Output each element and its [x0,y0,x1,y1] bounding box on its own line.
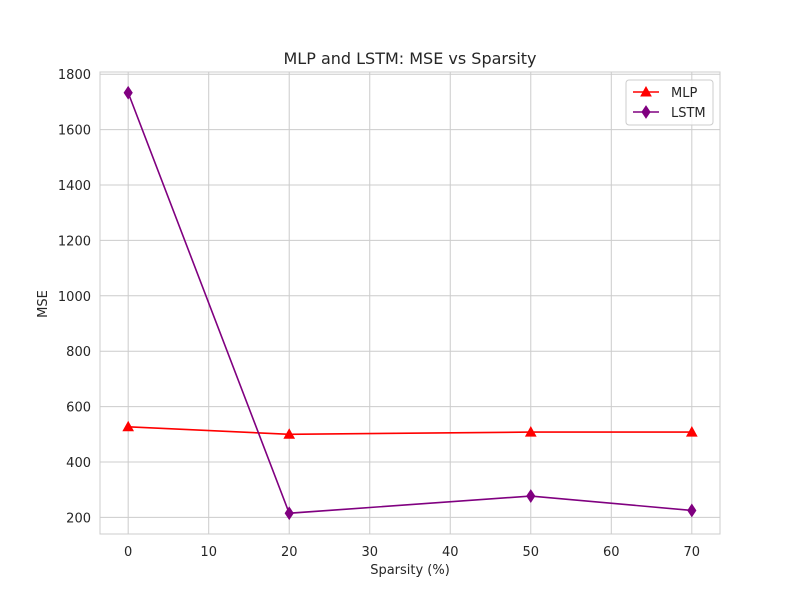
x-tick-label: 30 [361,545,378,560]
legend: MLP LSTM [625,79,714,126]
x-axis-label: Sparsity (%) [370,563,450,578]
y-tick-label: 1200 [58,234,91,249]
x-tick-label: 0 [124,545,132,560]
lstm-line [127,92,692,515]
plot-border [99,71,721,535]
mlp-point [122,420,135,432]
lstm-point [526,489,536,503]
x-tick-label: 70 [684,545,701,560]
y-tick-label: 600 [66,401,91,416]
y-tick-label: 1600 [58,124,91,139]
y-tick-label: 1800 [58,68,91,83]
y-tick-label: 800 [66,345,91,360]
legend-item-lstm: LSTM [633,105,706,121]
y-tick-label: 400 [66,456,91,471]
lstm-point [123,85,133,100]
x-tick-label: 20 [281,545,298,560]
legend-item-mlp: MLP [633,85,697,101]
y-tick-label: 1000 [58,290,91,305]
mlp-point [283,428,296,439]
series-lstm [123,85,697,521]
x-tick-label: 10 [200,545,217,560]
chart-title: MLP and LSTM: MSE vs Sparsity [283,49,536,68]
x-tick-label: 40 [442,545,459,560]
series-mlp [122,420,698,439]
y-tick-label: 200 [66,511,91,526]
x-axis-ticks: 0 10 20 30 40 50 60 70 [124,545,700,560]
legend-marker-mlp [640,85,652,97]
mlp-line [128,426,692,436]
x-tick-label: 60 [603,545,620,560]
y-tick-label: 1400 [58,179,91,194]
legend-label-lstm: LSTM [671,106,706,121]
series-layer [122,85,698,521]
x-tick-label: 50 [523,545,540,560]
mlp-point [524,426,537,437]
lstm-point [687,503,697,518]
legend-label-mlp: MLP [671,86,697,101]
mlp-point [685,426,698,437]
plot-area [100,72,720,534]
grid [100,72,720,534]
y-axis-label: MSE [36,290,51,318]
legend-marker-lstm [641,105,651,119]
lstm-point [284,506,294,521]
y-axis-ticks: 200 400 600 800 1000 1200 1400 1600 1800 [58,68,91,526]
